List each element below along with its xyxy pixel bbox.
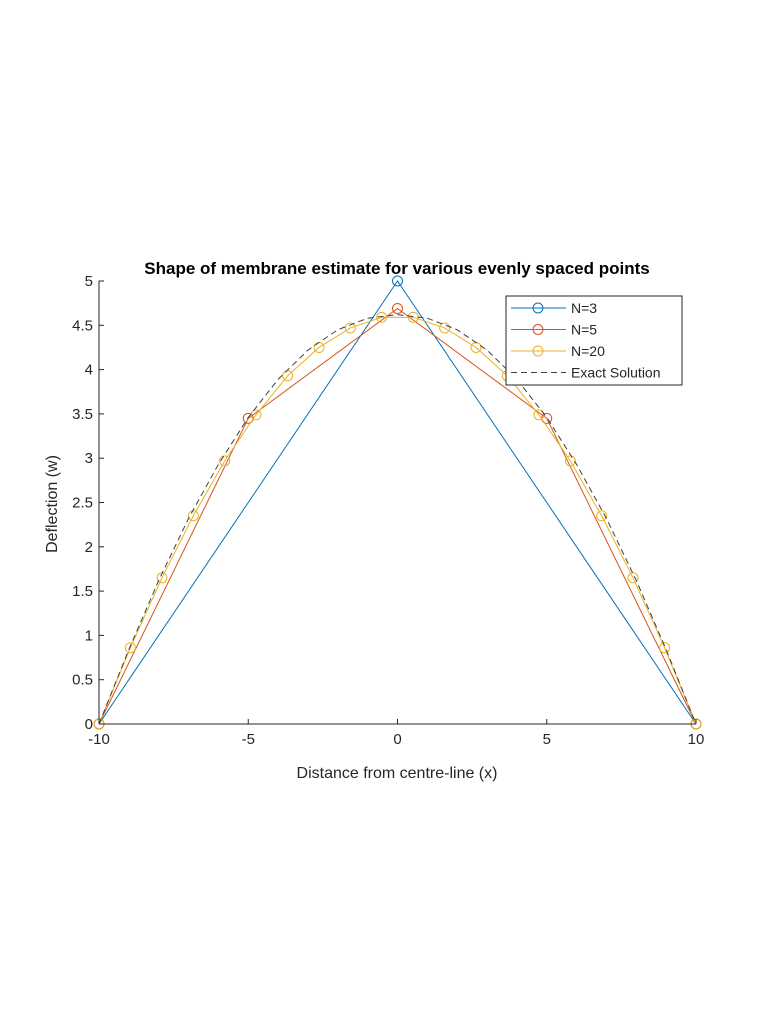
data-point-2-6 xyxy=(282,370,294,382)
y-tick-label: 4 xyxy=(85,362,93,379)
y-tick-label: 4.5 xyxy=(72,317,93,334)
y-tick-label: 3.5 xyxy=(72,406,93,423)
data-point-2-15 xyxy=(564,455,576,467)
data-point-2-17 xyxy=(627,572,639,584)
data-point-2-5 xyxy=(250,409,262,421)
x-axis-label: Distance from centre-line (x) xyxy=(297,765,498,782)
x-tick-label: 0 xyxy=(393,731,401,748)
legend-label-3: Exact Solution xyxy=(571,365,661,381)
data-point-2-16 xyxy=(596,510,608,522)
data-point-2-11 xyxy=(439,322,451,334)
data-point-2-1 xyxy=(124,642,136,654)
series-line-3 xyxy=(98,314,697,725)
legend: N=3 N=5 N=20 Exact Solution xyxy=(505,295,683,386)
y-tick-label: 0 xyxy=(85,716,93,733)
data-point-2-14 xyxy=(533,409,545,421)
y-tick-label: 2 xyxy=(85,539,93,556)
data-point-2-4 xyxy=(219,455,231,467)
x-tick-label: 5 xyxy=(543,731,551,748)
data-point-1-2 xyxy=(392,302,403,314)
legend-label-1: N=5 xyxy=(571,322,597,338)
legend-marker-2 xyxy=(532,345,544,357)
legend-marker-1 xyxy=(532,324,544,335)
legend-box xyxy=(505,295,683,386)
x-tick-label: -5 xyxy=(242,731,255,748)
legend-label-2: N=20 xyxy=(571,343,605,359)
y-tick-label: 5 xyxy=(85,273,93,290)
axes-layer: -10 -5 0 5 10 0 0.5 1 1.5 2 2.5 3 3.5 4 4.5 5 xyxy=(72,273,704,748)
x-tick-label: 10 xyxy=(688,731,705,748)
y-tick-label: 3 xyxy=(85,450,93,467)
y-axis-label: Deflection (w) xyxy=(44,455,61,553)
x-tick-label: -10 xyxy=(88,731,110,748)
data-point-0-1 xyxy=(392,275,403,287)
series-line-2 xyxy=(98,316,697,725)
y-tick-label: 1 xyxy=(85,627,93,644)
series-line-0 xyxy=(98,280,697,725)
legend-label-0: N=3 xyxy=(571,300,597,316)
series-line-1 xyxy=(98,307,697,725)
y-tick-label: 1.5 xyxy=(72,583,93,600)
legend-marker-0 xyxy=(532,302,544,314)
chart-title: Shape of membrane estimate for various e… xyxy=(144,259,649,278)
data-point-2-8 xyxy=(344,322,356,334)
data-point-2-18 xyxy=(659,642,671,654)
y-tick-label: 0.5 xyxy=(72,672,93,689)
data-point-2-9 xyxy=(376,311,388,323)
y-tick-label: 2.5 xyxy=(72,495,93,512)
